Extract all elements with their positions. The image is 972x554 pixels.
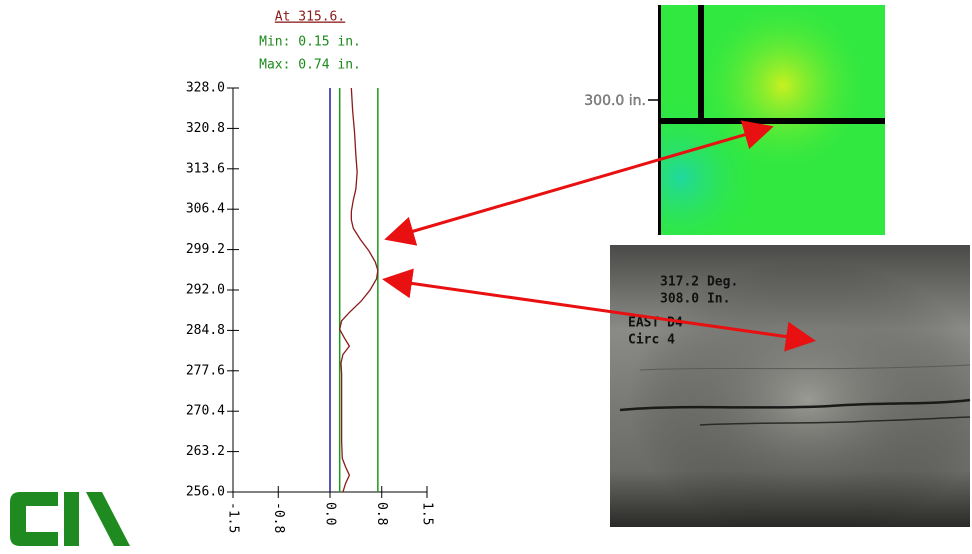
x-tick-label: -1.5 (226, 502, 241, 533)
max-label: Max: 0.74 in. (259, 58, 361, 73)
y-tick-label: 292.0 (186, 283, 225, 298)
arrow (382, 268, 816, 352)
y-tick-label: 284.8 (186, 323, 225, 338)
y-tick-label: 263.2 (186, 444, 225, 459)
camera-overlay-text: 317.2 Deg. (660, 275, 738, 290)
camera-overlay-text: Circ 4 (628, 333, 675, 348)
y-tick-label: 270.4 (186, 404, 225, 419)
y-tick-label: 306.4 (186, 202, 225, 217)
x-tick-label: 1.5 (420, 502, 435, 525)
y-tick-label: 328.0 (186, 81, 225, 96)
y-tick-label: 256.0 (186, 485, 225, 500)
min-label: Min: 0.15 in. (259, 35, 361, 50)
y-tick-label: 299.2 (186, 242, 225, 257)
arrow (384, 120, 774, 246)
y-tick-label: 277.6 (186, 363, 225, 378)
camera-overlay-text: 308.0 In. (660, 292, 730, 307)
scan-label: 300.0 in. (584, 93, 646, 109)
x-tick-label: 0.0 (323, 502, 338, 525)
x-tick-label: 0.8 (374, 502, 389, 525)
logo (10, 492, 130, 546)
y-tick-label: 320.8 (186, 121, 225, 136)
profile-line (339, 87, 379, 493)
y-tick-label: 313.6 (186, 161, 225, 176)
chart-title: At 315.6. (275, 10, 345, 25)
scan-image: 300.0 in. (584, 5, 885, 235)
x-tick-label: -0.8 (271, 502, 286, 533)
